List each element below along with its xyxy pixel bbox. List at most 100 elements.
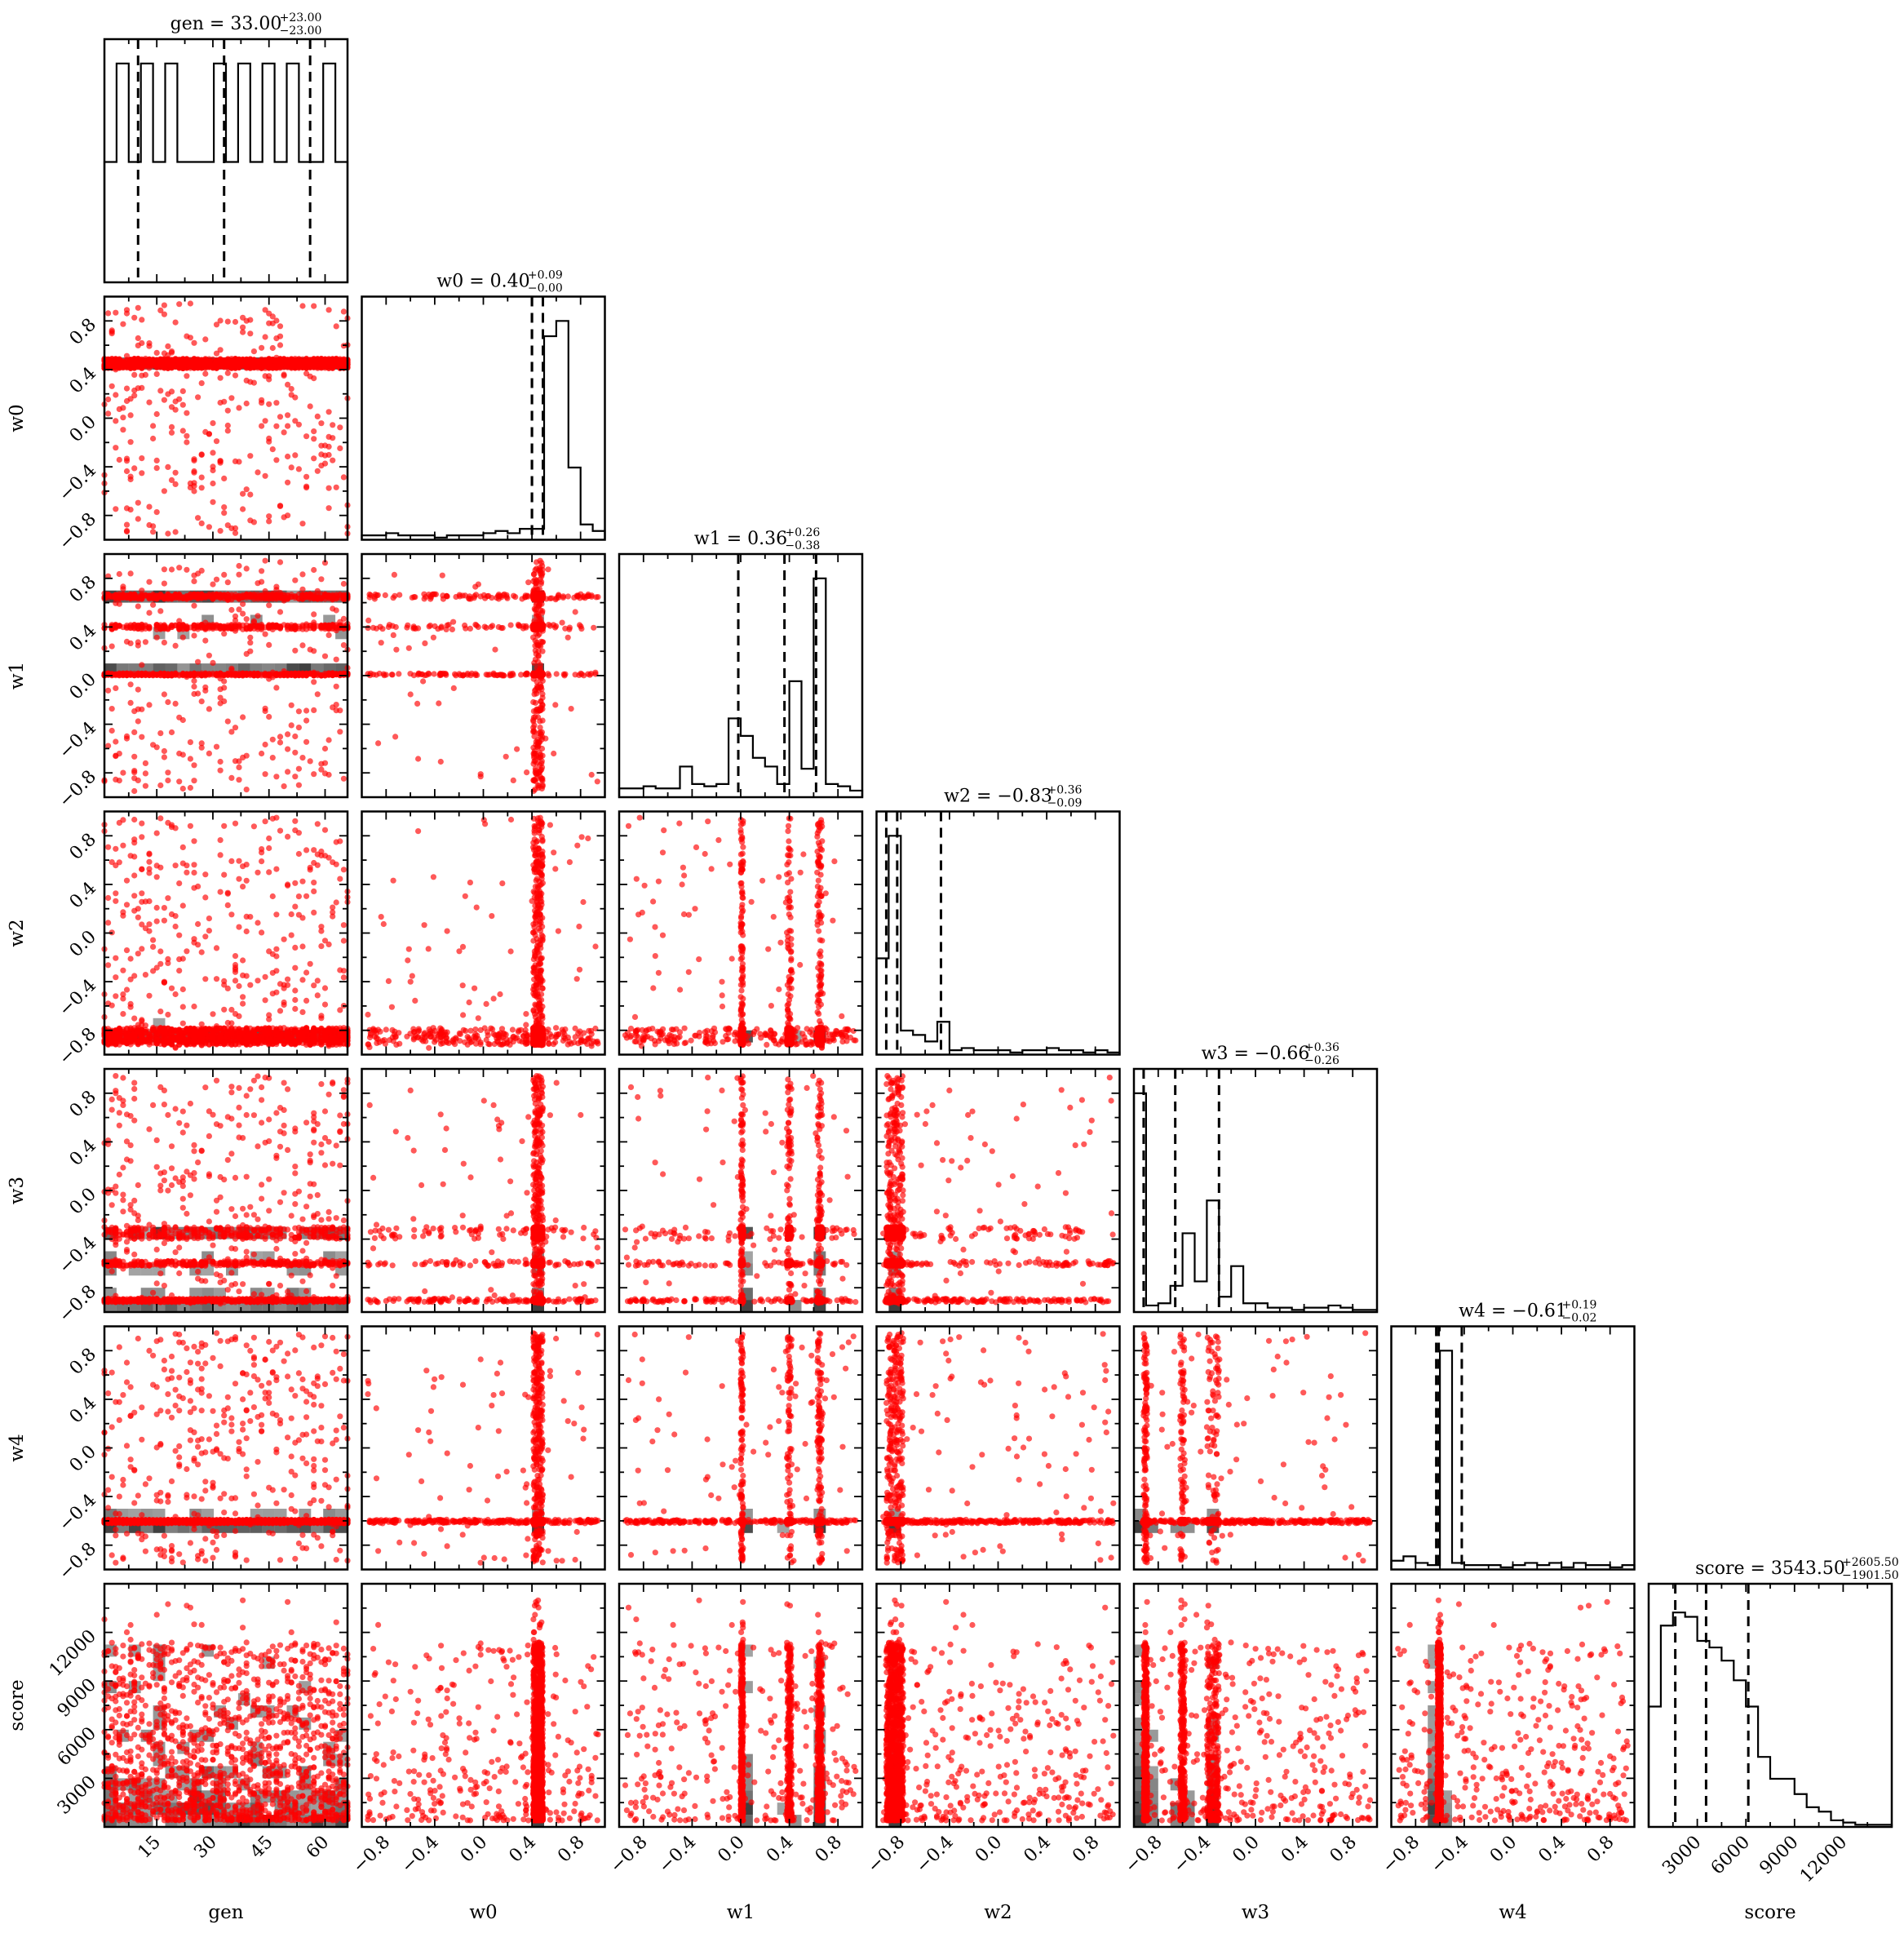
sample-point	[281, 429, 287, 436]
sample-point	[525, 579, 532, 586]
sample-point	[259, 750, 265, 757]
sample-point	[198, 672, 205, 678]
sample-point	[421, 596, 427, 602]
sample-point	[221, 571, 228, 578]
sample-point	[165, 463, 171, 470]
sample-point	[179, 785, 186, 792]
sample-point	[266, 713, 272, 720]
sample-point	[318, 624, 325, 631]
sample-point	[135, 718, 141, 725]
sample-point	[285, 381, 291, 388]
sample-point	[116, 601, 122, 607]
sample-point	[161, 580, 167, 587]
sample-point	[262, 334, 268, 340]
sample-point	[108, 706, 115, 712]
sample-point	[485, 672, 491, 678]
sample-point	[247, 624, 254, 631]
sample-point	[534, 559, 540, 565]
sample-point	[492, 646, 498, 653]
sample-point	[266, 602, 272, 609]
sample-point	[292, 749, 299, 756]
sample-point	[165, 698, 171, 706]
sample-point	[184, 410, 190, 416]
sample-point	[236, 571, 242, 578]
sample-point	[307, 593, 313, 600]
sample-point	[113, 685, 119, 691]
sample-point	[179, 428, 186, 434]
sample-point	[539, 783, 546, 790]
sample-point	[105, 410, 112, 417]
sample-point	[391, 571, 397, 578]
sample-point	[340, 474, 347, 481]
sample-point	[202, 684, 209, 690]
sample-point	[592, 669, 599, 676]
y-axis-label-w0: w0	[7, 404, 28, 432]
sample-point	[135, 642, 141, 649]
sample-point	[537, 769, 543, 775]
sample-point	[514, 746, 520, 752]
sample-point	[266, 591, 272, 597]
sample-point	[153, 509, 160, 516]
sample-point	[105, 360, 112, 366]
sample-point	[545, 566, 551, 573]
sample-point	[262, 557, 268, 564]
sample-point	[295, 421, 302, 428]
sample-point	[295, 725, 302, 731]
sample-point	[273, 583, 280, 590]
sample-point	[295, 708, 302, 715]
sample-point	[187, 784, 193, 791]
sample-point	[443, 672, 449, 678]
sample-point	[135, 516, 141, 522]
sample-point	[184, 439, 190, 446]
sample-point	[243, 361, 250, 368]
sample-point	[273, 423, 280, 429]
y-tick-label-w1: 0.0	[66, 669, 100, 703]
sample-point	[224, 522, 231, 529]
sample-point	[176, 672, 183, 679]
sample-point	[531, 776, 538, 783]
sample-point	[172, 364, 179, 370]
sample-point	[325, 632, 332, 638]
sample-point	[108, 643, 115, 650]
sample-point	[187, 756, 193, 762]
sample-point	[467, 593, 473, 600]
sample-point	[481, 623, 488, 630]
sample-point	[314, 587, 321, 594]
sample-point	[168, 729, 175, 736]
sample-point	[116, 594, 122, 601]
sample-point	[266, 518, 272, 525]
sample-point	[311, 611, 317, 618]
sample-point	[224, 407, 231, 414]
sample-point	[105, 592, 112, 598]
sample-point	[247, 982, 254, 988]
panel-w0-vs-gen: −0.8−0.40.00.40.8w0	[7, 295, 351, 554]
sample-point	[407, 671, 414, 677]
sample-point	[127, 699, 134, 706]
sample-point	[184, 333, 190, 339]
sample-point	[262, 705, 268, 712]
sample-point	[168, 566, 175, 573]
title-minus-w1: −0.38	[785, 539, 820, 552]
sample-point	[262, 472, 268, 479]
sample-point	[588, 771, 595, 778]
y-axis-label-w1: w1	[7, 662, 28, 689]
sample-point	[127, 570, 134, 577]
sample-point	[299, 1009, 306, 1015]
sample-point	[210, 659, 216, 666]
sample-point	[123, 733, 131, 739]
sample-point	[202, 336, 209, 343]
sample-point	[153, 634, 160, 641]
sample-point	[535, 687, 542, 694]
sample-point	[161, 488, 167, 494]
sample-point	[165, 777, 171, 784]
sample-point	[172, 481, 179, 487]
sample-point	[224, 428, 231, 434]
sample-point	[311, 303, 317, 309]
sample-point	[299, 571, 306, 578]
sample-point	[269, 357, 276, 363]
sample-point	[191, 677, 197, 684]
sample-point	[295, 782, 302, 788]
sample-point	[382, 592, 388, 599]
sample-point	[120, 415, 126, 421]
sample-point	[161, 639, 167, 646]
